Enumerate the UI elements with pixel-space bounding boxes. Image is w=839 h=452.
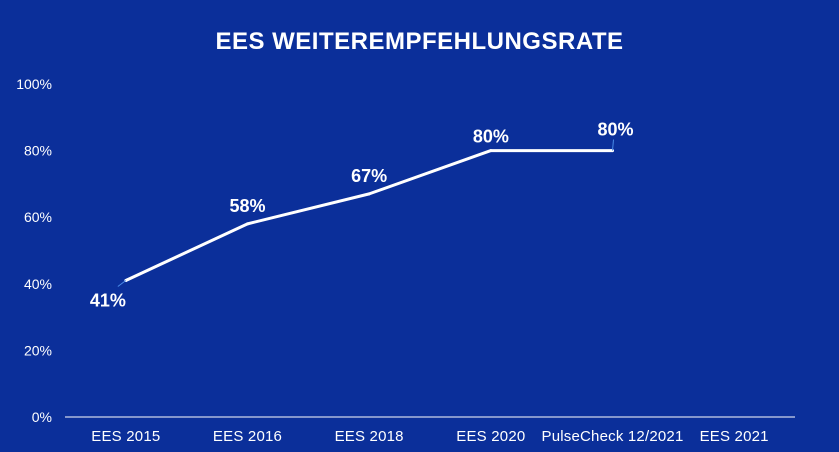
x-tick-label: PulseCheck 12/2021 [541,428,683,445]
data-label: 58% [229,196,265,216]
data-point [367,192,371,196]
x-tick-label: EES 2020 [456,428,525,445]
x-tick-label: EES 2021 [700,428,769,445]
y-tick-label: 0% [32,409,52,425]
data-label: 67% [351,166,387,186]
data-label: 80% [597,120,633,140]
x-tick-label: EES 2016 [213,428,282,445]
x-tick-label: EES 2015 [91,428,160,445]
y-tick-label: 40% [24,276,52,292]
data-point [489,149,493,153]
x-tick-label: EES 2018 [335,428,404,445]
y-tick-label: 60% [24,209,52,225]
chart-title: EES WEITEREMPFEHLUNGSRATE [215,28,624,55]
label-leader-line [117,280,127,287]
y-tick-label: 80% [24,143,52,159]
data-point [246,222,249,226]
y-tick-label: 20% [24,342,52,358]
data-label: 80% [473,127,509,147]
y-tick-label: 100% [16,76,52,92]
data-label: 41% [90,290,126,310]
label-leader-line [612,139,614,151]
